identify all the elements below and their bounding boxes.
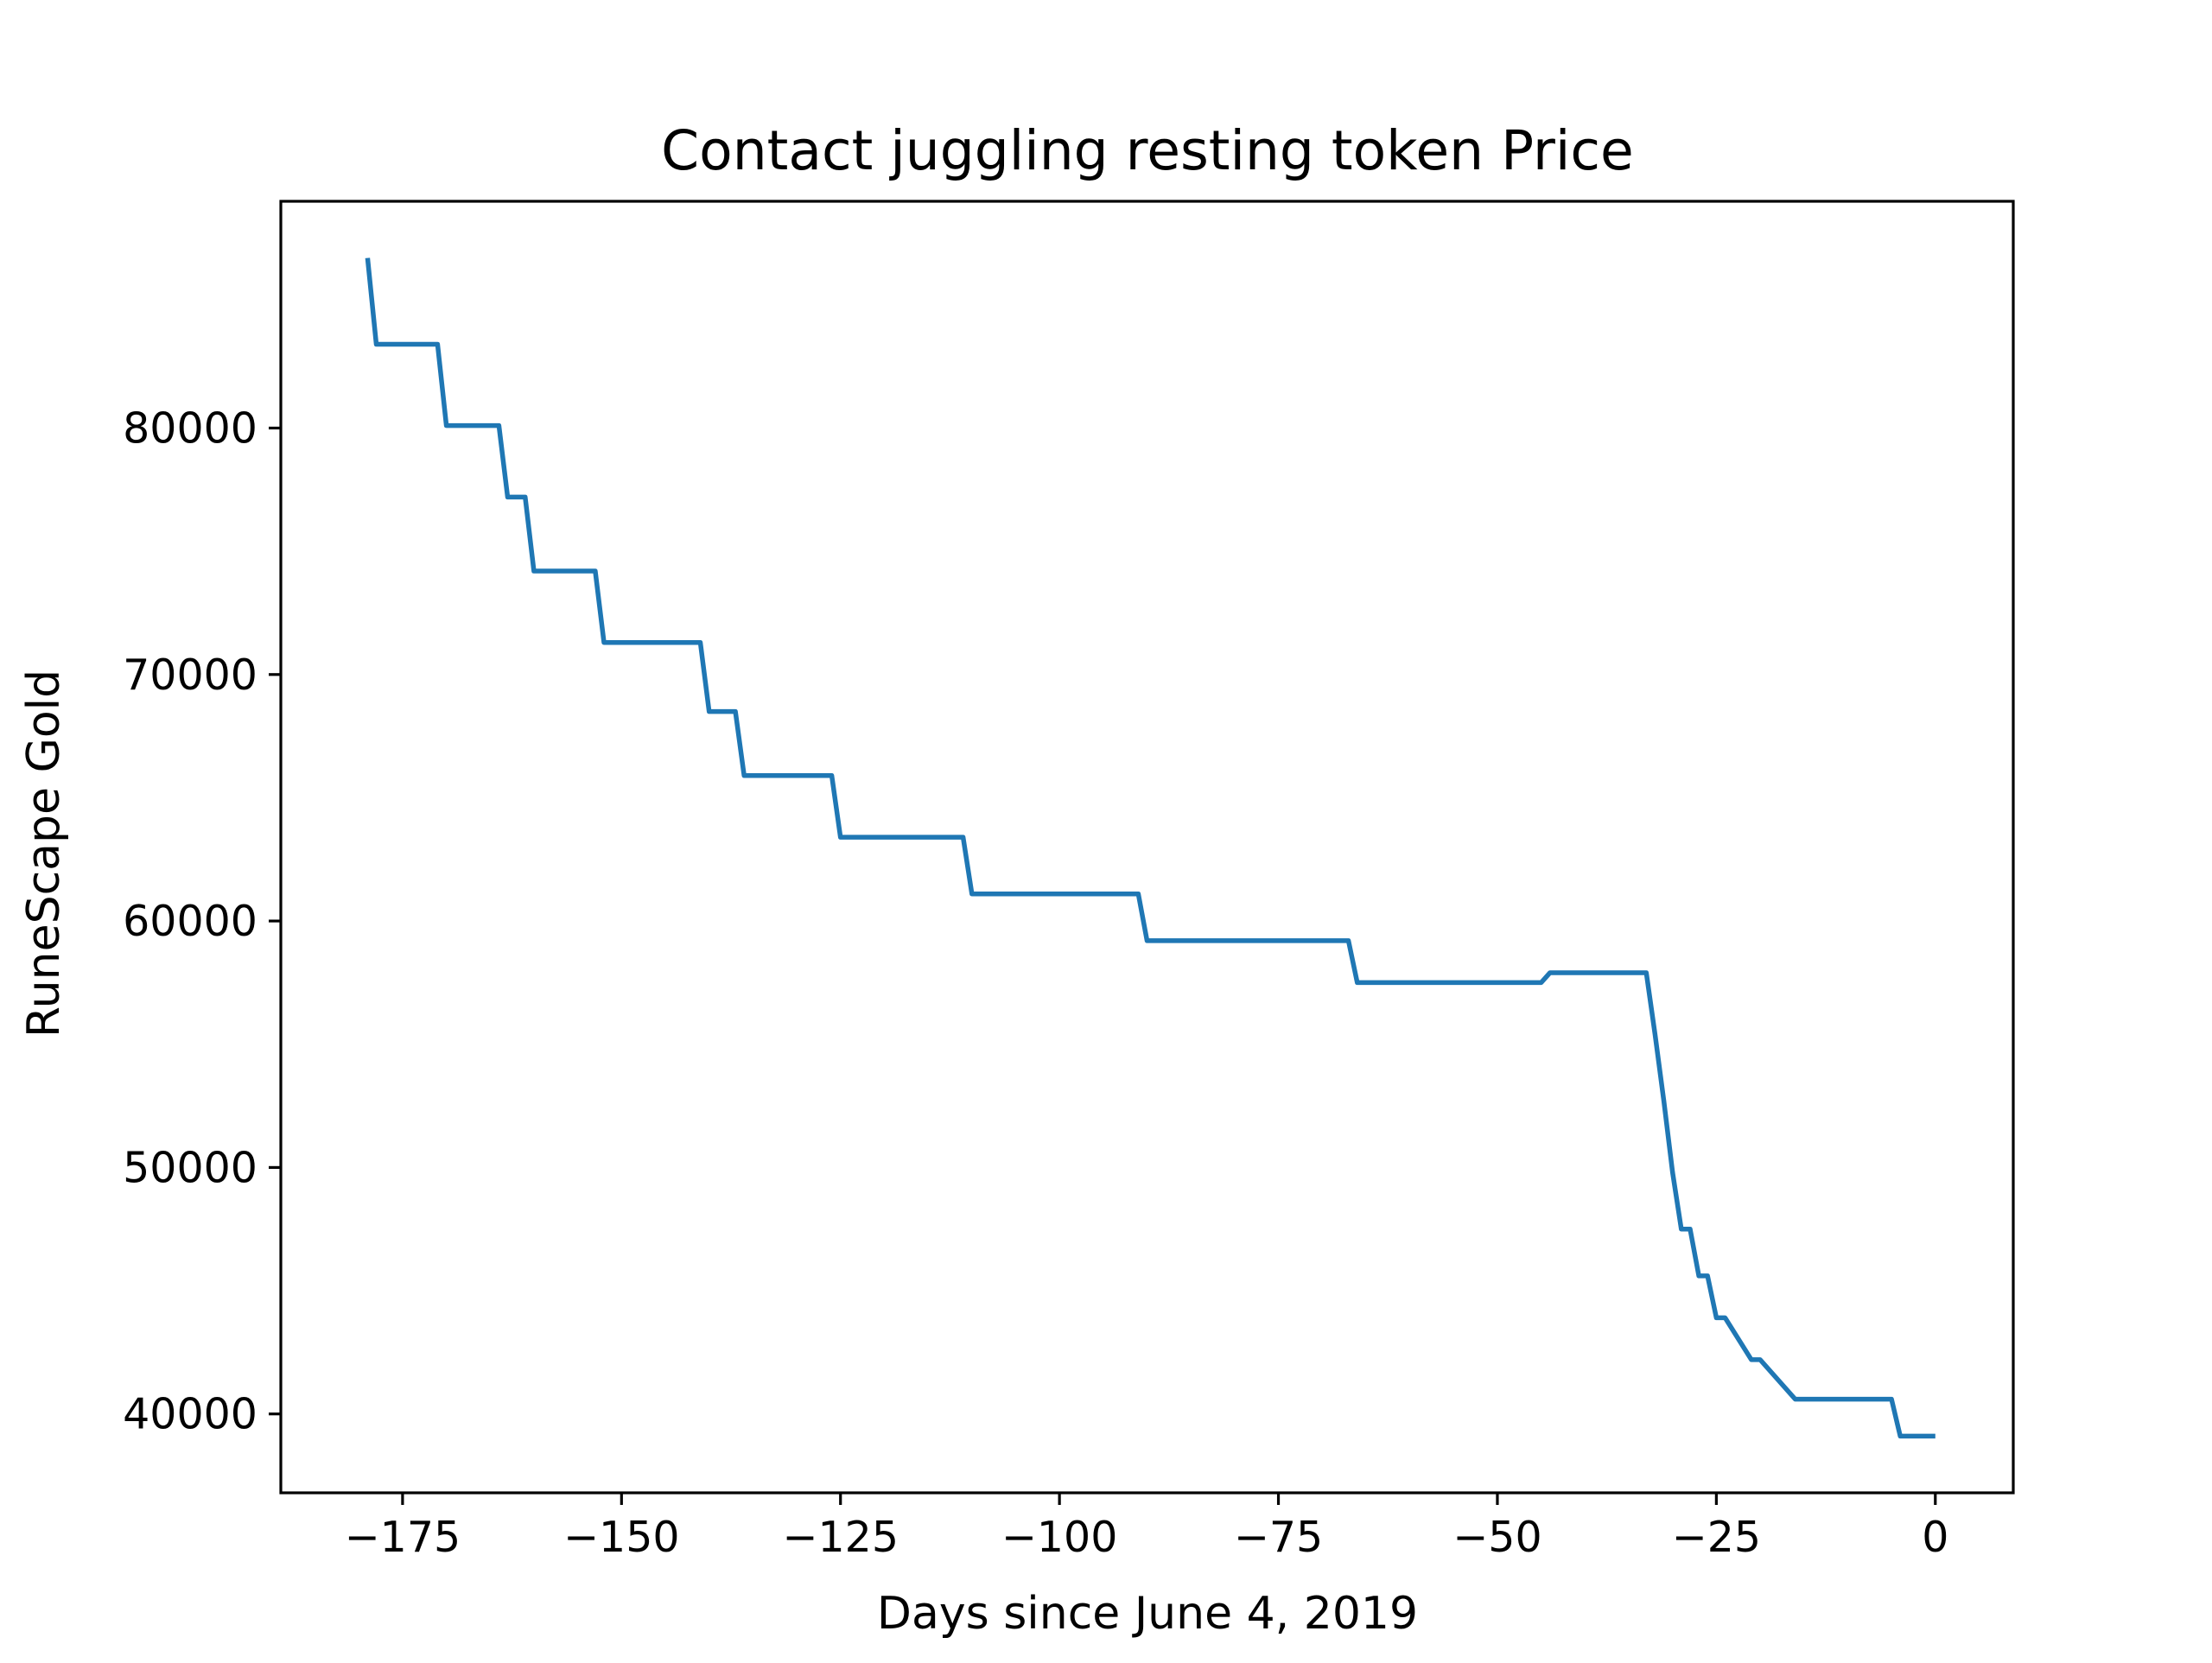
y-tick-label: 60000 [123, 897, 257, 946]
x-tick-label: −25 [1672, 1513, 1761, 1562]
y-tick-label: 50000 [123, 1143, 257, 1192]
x-tick-label: −75 [1234, 1513, 1323, 1562]
y-axis-label: RuneScape Gold [18, 670, 70, 1038]
x-tick-label: −150 [563, 1513, 680, 1562]
x-tick-label: −125 [782, 1513, 899, 1562]
series-layer [365, 257, 1936, 1439]
x-tick-label: 0 [1922, 1513, 1948, 1562]
x-tick-label: −100 [1001, 1513, 1118, 1562]
y-tick-label: 80000 [123, 403, 257, 453]
series-line-0 [365, 257, 1936, 1439]
y-axis-ticks: 40000 50000 60000 70000 80000 [123, 403, 281, 1439]
x-tick-label: −50 [1452, 1513, 1541, 1562]
x-tick-label: −175 [345, 1513, 461, 1562]
plot-area-frame [279, 200, 2015, 1495]
x-axis-label: Days since June 4, 2019 [877, 1588, 1418, 1640]
y-tick-label: 40000 [123, 1390, 257, 1439]
x-axis-ticks: −175 −150 −125 −100 −75 −50 −25 0 [345, 1493, 1948, 1562]
y-tick-label: 70000 [123, 651, 257, 700]
chart-title: Contact juggling resting token Price [661, 119, 1634, 182]
